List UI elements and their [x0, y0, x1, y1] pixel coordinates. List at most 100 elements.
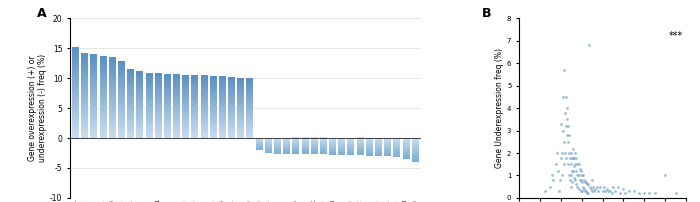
- Point: [581, 192, 592, 195]
- Point: [561, 106, 573, 110]
- Point: [540, 190, 551, 193]
- Point: [587, 178, 598, 182]
- Point: [559, 68, 570, 72]
- Point: [556, 174, 568, 177]
- Point: [573, 163, 584, 166]
- Point: [576, 190, 587, 193]
- Point: [615, 192, 626, 195]
- Point: [574, 167, 585, 170]
- Point: [570, 178, 581, 182]
- Text: ***: ***: [668, 31, 682, 41]
- Text: A: A: [36, 7, 46, 20]
- Point: [566, 185, 577, 188]
- Point: [602, 190, 613, 193]
- Point: [580, 181, 592, 184]
- Point: [579, 181, 590, 184]
- Point: [581, 183, 592, 186]
- Point: [606, 192, 617, 195]
- Point: [589, 187, 601, 191]
- Point: [564, 174, 575, 177]
- Point: [644, 192, 655, 195]
- Y-axis label: Gene Underexpression freq (%): Gene Underexpression freq (%): [495, 48, 504, 168]
- Point: [561, 124, 572, 128]
- Point: [620, 192, 631, 195]
- Point: [561, 156, 572, 159]
- Text: B: B: [482, 7, 492, 20]
- Point: [566, 156, 578, 159]
- Point: [628, 190, 639, 193]
- Point: [610, 190, 621, 193]
- Point: [634, 192, 645, 195]
- Point: [612, 185, 624, 188]
- Point: [559, 140, 570, 143]
- Point: [550, 163, 561, 166]
- Point: [592, 185, 603, 188]
- Point: [659, 174, 671, 177]
- Point: [570, 183, 582, 186]
- Point: [582, 192, 594, 195]
- Point: [566, 174, 577, 177]
- Point: [547, 174, 558, 177]
- Point: [573, 174, 584, 177]
- Point: [649, 192, 660, 195]
- Point: [568, 176, 580, 179]
- Point: [598, 185, 609, 188]
- Point: [575, 190, 586, 193]
- Point: [557, 129, 568, 132]
- Point: [557, 95, 568, 98]
- Point: [564, 134, 575, 137]
- Point: [583, 44, 594, 47]
- Point: [555, 156, 566, 159]
- Point: [572, 163, 583, 166]
- Point: [559, 152, 570, 155]
- Point: [570, 169, 582, 173]
- Point: [548, 178, 559, 182]
- Point: [563, 124, 574, 128]
- Point: [565, 156, 576, 159]
- Point: [553, 190, 564, 193]
- Point: [580, 190, 592, 193]
- Point: [577, 185, 588, 188]
- Point: [599, 190, 610, 193]
- Point: [575, 178, 586, 182]
- Point: [570, 152, 581, 155]
- Point: [566, 169, 578, 173]
- Point: [573, 187, 584, 191]
- Point: [618, 187, 629, 191]
- Point: [556, 152, 568, 155]
- Point: [608, 185, 619, 188]
- Point: [568, 156, 579, 159]
- Point: [574, 178, 585, 182]
- Point: [593, 190, 604, 193]
- Point: [572, 185, 583, 188]
- Point: [568, 165, 580, 168]
- Point: [570, 156, 582, 159]
- Point: [561, 134, 573, 137]
- Point: [566, 152, 577, 155]
- Point: [566, 163, 577, 166]
- Point: [564, 152, 575, 155]
- Point: [587, 190, 598, 193]
- Y-axis label: Gene overexpression (+) or
underexpression (-) freq (%): Gene overexpression (+) or underexpressi…: [28, 54, 47, 162]
- Point: [572, 174, 583, 177]
- Point: [559, 111, 570, 114]
- Point: [638, 192, 650, 195]
- Point: [563, 140, 574, 143]
- Point: [555, 122, 566, 125]
- Point: [551, 152, 562, 155]
- Point: [561, 95, 572, 98]
- Point: [579, 190, 590, 193]
- Point: [559, 163, 570, 166]
- Point: [561, 118, 573, 121]
- Point: [587, 185, 598, 188]
- Point: [670, 192, 681, 195]
- Point: [597, 190, 608, 193]
- Point: [566, 181, 578, 184]
- Point: [595, 185, 606, 188]
- Point: [554, 178, 566, 182]
- Point: [576, 181, 587, 184]
- Point: [568, 147, 579, 150]
- Point: [584, 185, 596, 188]
- Point: [568, 156, 580, 159]
- Point: [578, 187, 589, 191]
